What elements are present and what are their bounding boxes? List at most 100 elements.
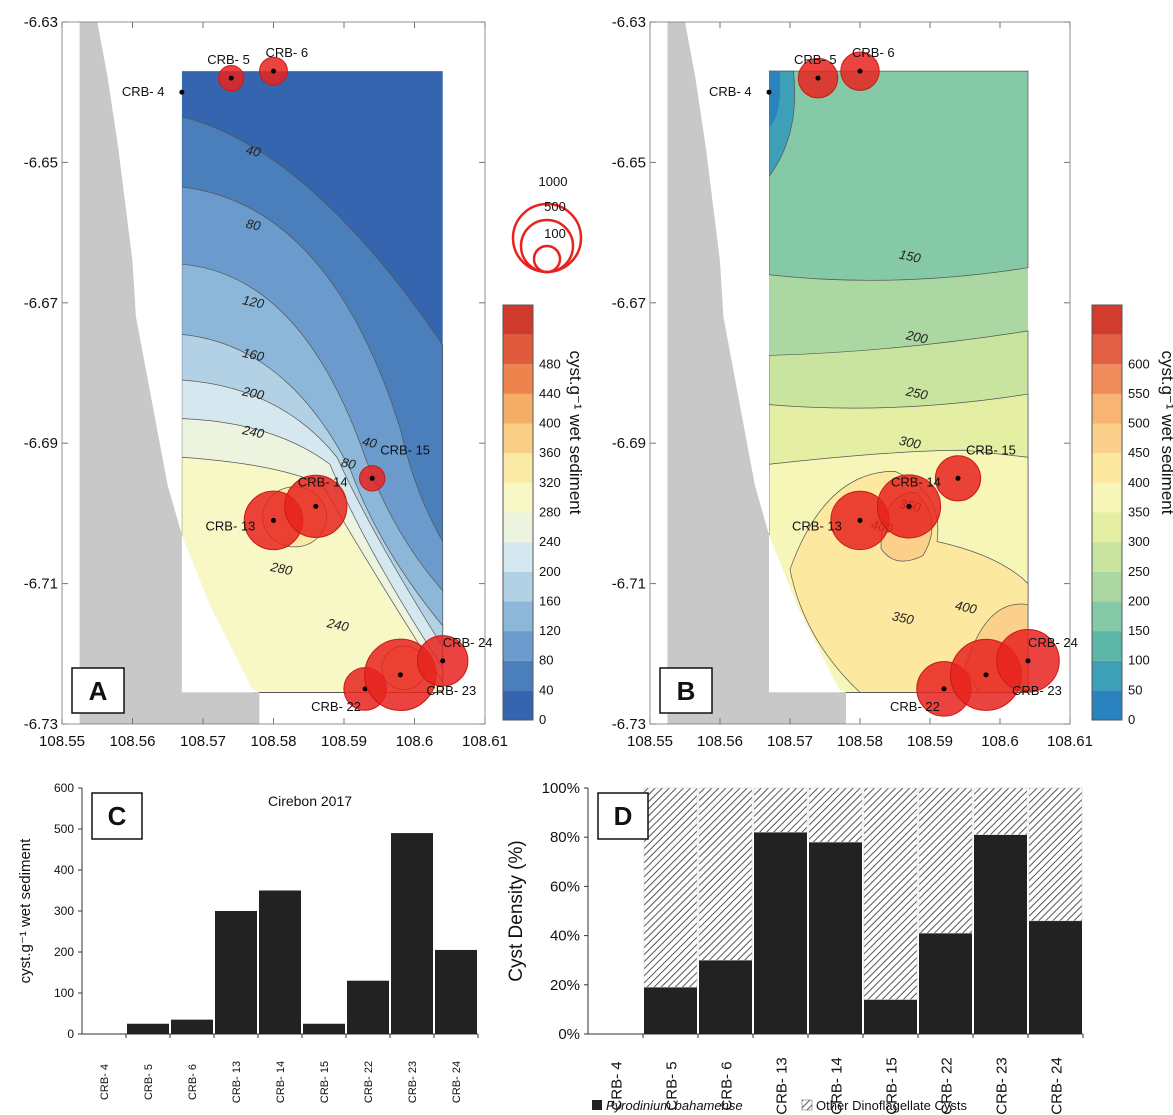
- x-tick-label: CRB- 24: [1049, 1057, 1066, 1115]
- colorbar-segment: [503, 305, 533, 335]
- colorbar-segment: [503, 571, 533, 602]
- colorbar-segment: [503, 393, 533, 424]
- y-tick-label: 500: [54, 822, 74, 836]
- station-label: CRB- 6: [266, 45, 309, 60]
- station-dot: [766, 89, 772, 95]
- chart-title: Cirebon 2017: [268, 793, 352, 809]
- bar: [259, 890, 301, 1034]
- station-label: CRB- 23: [426, 683, 476, 698]
- y-tick-label: 0: [67, 1027, 74, 1041]
- colorbar-tick-label: 0: [539, 712, 546, 727]
- contour-label: 40: [361, 433, 379, 451]
- colorbar-tick-label: 150: [1128, 623, 1150, 638]
- colorbar-segment: [1092, 631, 1122, 661]
- x-tick-label: 108.6: [396, 733, 434, 750]
- bar: [347, 980, 389, 1034]
- x-tick-label: CRB- 24: [451, 1061, 463, 1103]
- x-tick-label: CRB- 5: [143, 1064, 155, 1100]
- x-tick-label: 108.58: [837, 733, 883, 750]
- colorbar-tick-label: 280: [539, 505, 561, 520]
- x-tick-label: CRB- 22: [939, 1057, 956, 1115]
- colorbar-tick-label: 250: [1128, 564, 1150, 579]
- y-tick-label: 400: [54, 863, 74, 877]
- x-tick-label: 108.57: [767, 733, 813, 750]
- colorbar-segment: [503, 690, 533, 720]
- y-tick-label: -6.67: [612, 295, 646, 312]
- y-tick-label: -6.63: [24, 14, 58, 31]
- colorbar-tick-label: 200: [1128, 593, 1150, 608]
- x-tick-label: CRB- 6: [719, 1061, 736, 1110]
- panel-label: C: [108, 801, 127, 831]
- contour-label: 280: [268, 559, 294, 579]
- map-panel-b: 150 200 250 300 350 400 350 400 CRB- 4 CRB- 5 CRB-…: [612, 14, 1173, 750]
- station-label: CRB- 4: [709, 84, 752, 99]
- panel-label-box: [91, 792, 143, 840]
- x-tick-label: 108.58: [251, 733, 297, 750]
- size-legend-label: 100: [544, 226, 566, 241]
- stacked-bar-panel-d: 0% 20% 40% 60% 80% 100% CRB- 4 CRB- 5 CRB- 6 CRB-…: [506, 780, 1084, 1115]
- bar-pyrodinium: [809, 842, 862, 1034]
- station-label: CRB- 23: [1012, 683, 1062, 698]
- colorbar-segment: [1092, 690, 1122, 720]
- colorbar-tick-label: 550: [1128, 386, 1150, 401]
- station-label: CRB- 22: [311, 699, 361, 714]
- colorbar-segment: [503, 453, 533, 483]
- bar-other-cysts: [918, 787, 973, 934]
- x-tick-label: CRB- 15: [319, 1061, 331, 1103]
- colorbar-segment: [503, 334, 533, 365]
- station-dot: [815, 75, 821, 81]
- size-legend-circle: [532, 244, 562, 274]
- bar-pyrodinium: [974, 834, 1027, 1034]
- x-tick-label: 108.61: [1047, 733, 1093, 750]
- y-tick-label: -6.71: [24, 576, 58, 593]
- station-dot: [313, 503, 319, 509]
- bar: [171, 1019, 213, 1034]
- contour-label: 80: [245, 216, 263, 234]
- bar: [303, 1023, 345, 1034]
- x-tick-label: CRB- 14: [275, 1061, 287, 1103]
- station-label: CRB- 5: [794, 52, 837, 67]
- colorbar-tick-label: 350: [1128, 505, 1150, 520]
- colorbar-segment: [503, 512, 533, 543]
- colorbar-tick-label: 450: [1128, 445, 1150, 460]
- legend-swatch-other: [801, 1099, 813, 1111]
- bar-chart-panel-c: 0 100 200 300 400 500 600 CRB- 4 CRB- 5 CRB- 6 CRB…: [17, 781, 479, 1103]
- panel-label: B: [677, 676, 696, 706]
- colorbar-segment: [1092, 453, 1122, 483]
- station-dot: [179, 89, 185, 95]
- colorbar-segment: [1092, 601, 1122, 632]
- legend-panel-d: Pyrodinium bahamense Other Dinoflagellate…: [592, 1098, 968, 1113]
- panel-label: D: [614, 801, 633, 831]
- panel-label-box: [659, 667, 713, 714]
- colorbar-segment: [1092, 542, 1122, 572]
- bar: [435, 949, 477, 1034]
- y-tick-label: -6.73: [612, 716, 646, 733]
- colorbar-segment: [1092, 512, 1122, 543]
- x-tick-label: CRB- 5: [664, 1061, 681, 1110]
- contour-label: 240: [240, 422, 266, 442]
- contour-label: 40: [245, 142, 263, 160]
- y-axis-label: cyst.g⁻¹ wet sediment: [17, 838, 34, 983]
- colorbar-tick-label: 120: [539, 623, 561, 638]
- colorbar-segment: [503, 601, 533, 632]
- station-dot: [857, 517, 863, 523]
- y-tick-label: 40%: [550, 928, 580, 945]
- bar-pyrodinium: [699, 960, 752, 1034]
- legend-swatch-pyrodinium: [592, 1100, 602, 1110]
- station-dot: [955, 475, 961, 481]
- y-tick-label: -6.69: [24, 435, 58, 452]
- colorbar-frame: [502, 304, 534, 721]
- bar-pyrodinium: [919, 933, 972, 1034]
- y-tick-label: 20%: [550, 977, 580, 994]
- x-tick-label: CRB- 4: [99, 1064, 111, 1100]
- contour-label: 200: [904, 327, 930, 347]
- y-tick-label: 0%: [558, 1026, 580, 1043]
- y-tick-label: -6.65: [24, 154, 58, 171]
- y-tick-label: 100%: [542, 780, 580, 797]
- contour-label: 350: [891, 608, 916, 627]
- colorbar-segment: [503, 364, 533, 394]
- x-tick-label: CRB- 6: [187, 1064, 199, 1100]
- bar: [391, 833, 433, 1034]
- x-tick-label: CRB- 13: [231, 1061, 243, 1103]
- station-dot: [271, 68, 276, 74]
